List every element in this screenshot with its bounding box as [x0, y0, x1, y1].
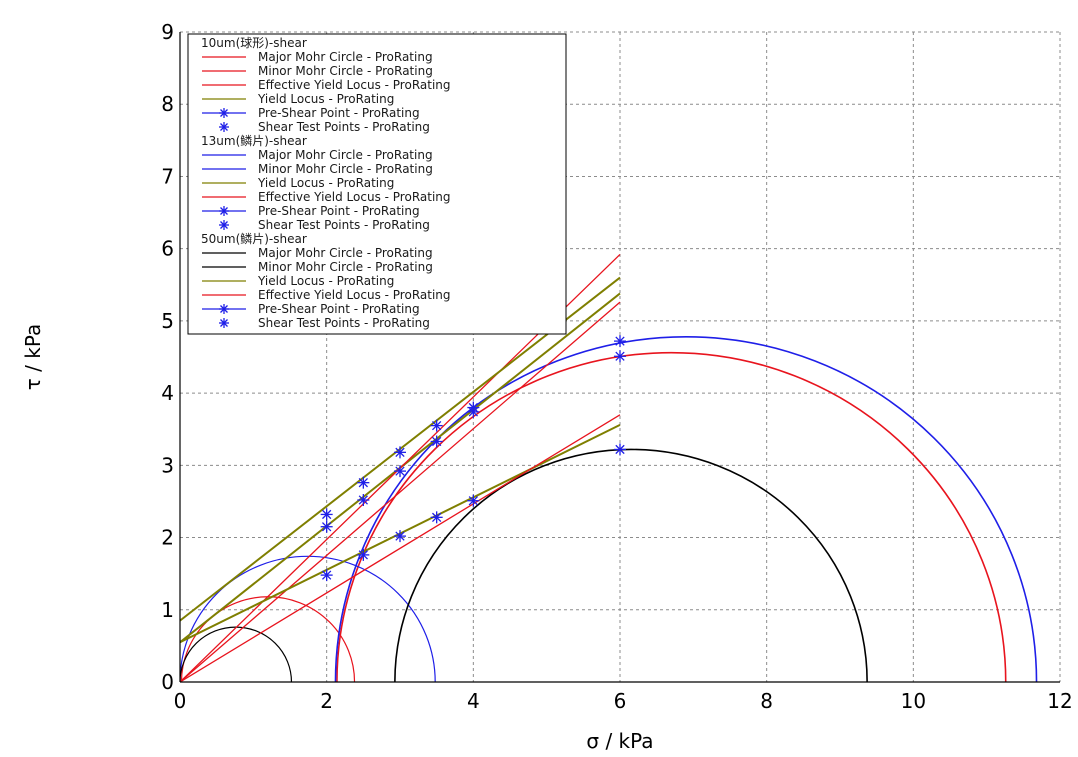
y-tick-label: 9	[161, 20, 174, 44]
shear-test-point-50um	[357, 548, 370, 561]
shear-test-point-13um	[357, 476, 370, 489]
legend-label: Pre-Shear Point - ProRating	[258, 302, 420, 316]
legend-label: Yield Locus - ProRating	[257, 92, 394, 106]
y-axis-title: τ / kPa	[21, 324, 45, 391]
legend-label: Pre-Shear Point - ProRating	[258, 204, 420, 218]
x-tick-label: 12	[1047, 689, 1072, 713]
legend-item: Shear Test Points - ProRating	[219, 316, 430, 330]
shear-test-point-13um	[467, 401, 480, 414]
legend-star-marker	[219, 108, 229, 118]
axes	[179, 32, 1060, 683]
legend-label: Effective Yield Locus - ProRating	[258, 78, 451, 92]
x-tick-label: 4	[467, 689, 480, 713]
legend-item: Pre-Shear Point - ProRating	[202, 204, 420, 218]
legend-star-marker	[219, 206, 229, 216]
mohr-circle-13um-major	[335, 337, 1036, 682]
shear-test-point-50um	[467, 494, 480, 507]
shear-test-point-13um	[430, 419, 443, 432]
shear-test-point-10um	[394, 465, 406, 478]
mohr-circle-10um-minor	[180, 596, 356, 682]
legend-label: Minor Mohr Circle - ProRating	[258, 64, 433, 78]
legend-item: Yield Locus - ProRating	[202, 92, 394, 106]
x-tick-label: 8	[760, 689, 773, 713]
legend-label: Major Mohr Circle - ProRating	[258, 246, 433, 260]
shear-test-point-50um	[394, 530, 406, 543]
legend-group-title: 10um(球形)-shear	[201, 36, 307, 50]
legend-item: Major Mohr Circle - ProRating	[202, 50, 433, 64]
locus-13um-effective-yield-locus	[180, 301, 621, 682]
legend-group-title: 13um(鳞片)-shear	[201, 134, 307, 148]
legend-label: Effective Yield Locus - ProRating	[258, 288, 451, 302]
legend-star-marker	[219, 318, 229, 328]
legend-label: Major Mohr Circle - ProRating	[258, 50, 433, 64]
legend-star-marker	[219, 220, 229, 230]
legend-item: Minor Mohr Circle - ProRating	[202, 162, 433, 176]
x-tick-label: 0	[174, 689, 187, 713]
legend-box	[187, 33, 567, 335]
legend-star-marker	[219, 122, 229, 132]
legend-label: Shear Test Points - ProRating	[258, 218, 430, 232]
legend-label: Yield Locus - ProRating	[257, 176, 394, 190]
shear-test-point-10um	[357, 494, 370, 506]
legend-label: Shear Test Points - ProRating	[258, 316, 430, 330]
y-tick-label: 6	[161, 237, 174, 261]
legend-label: Pre-Shear Point - ProRating	[258, 106, 420, 120]
shear-test-point-10um	[320, 520, 333, 533]
legend-item: Pre-Shear Point - ProRating	[202, 106, 420, 120]
legend-label: Yield Locus - ProRating	[257, 274, 394, 288]
shear-test-point-50um	[320, 569, 333, 582]
legend-star-marker	[219, 304, 229, 314]
legend-item: Major Mohr Circle - ProRating	[202, 246, 433, 260]
legend-item: Minor Mohr Circle - ProRating	[202, 260, 433, 274]
legend-label: Shear Test Points - ProRating	[258, 120, 430, 134]
y-tick-label: 1	[161, 598, 174, 622]
legend-item: Major Mohr Circle - ProRating	[202, 148, 433, 162]
shear-test-point-13um	[394, 446, 406, 459]
legend-label: Minor Mohr Circle - ProRating	[258, 260, 433, 274]
legend-item: Yield Locus - ProRating	[202, 176, 394, 190]
x-tick-label: 10	[901, 689, 926, 713]
mohr-circle-50um-minor	[180, 626, 293, 682]
legend-label: Minor Mohr Circle - ProRating	[258, 162, 433, 176]
y-tick-label: 7	[161, 164, 174, 188]
y-tick-label: 0	[161, 670, 174, 694]
legend-label: Major Mohr Circle - ProRating	[258, 148, 433, 162]
mohr-circle-13um-minor	[180, 555, 436, 682]
legend-item: Yield Locus - ProRating	[202, 274, 394, 288]
legend-label: Effective Yield Locus - ProRating	[258, 190, 451, 204]
shear-test-point-10um	[430, 435, 443, 448]
y-tick-label: 2	[161, 526, 174, 550]
x-axis-title: σ / kPa	[586, 729, 653, 753]
legend-item: Effective Yield Locus - ProRating	[202, 288, 451, 302]
y-tick-label: 4	[161, 381, 174, 405]
x-tick-label: 2	[320, 689, 333, 713]
plot-area	[180, 253, 1037, 682]
pre-shear-point-13um	[614, 335, 626, 348]
legend-item: Effective Yield Locus - ProRating	[202, 78, 451, 92]
y-tick-label: 3	[161, 453, 174, 477]
shear-test-point-50um	[430, 511, 443, 524]
pre-shear-point-50um	[614, 443, 626, 456]
shear-test-point-13um	[320, 508, 333, 521]
y-tick-label: 8	[161, 92, 174, 116]
locus-50um-effective-yield-locus	[180, 414, 621, 682]
legend-item: Shear Test Points - ProRating	[219, 120, 430, 134]
legend-item: Minor Mohr Circle - ProRating	[202, 64, 433, 78]
legend-group-title: 50um(鳞片)-shear	[201, 232, 307, 246]
legend-item: Shear Test Points - ProRating	[219, 218, 430, 232]
legend-item: Pre-Shear Point - ProRating	[202, 302, 420, 316]
legend-item: Effective Yield Locus - ProRating	[202, 190, 451, 204]
y-tick-label: 5	[161, 309, 174, 333]
x-tick-label: 6	[614, 689, 627, 713]
pre-shear-point-10um	[614, 350, 626, 363]
mohr-circle-50um-major	[394, 448, 868, 682]
